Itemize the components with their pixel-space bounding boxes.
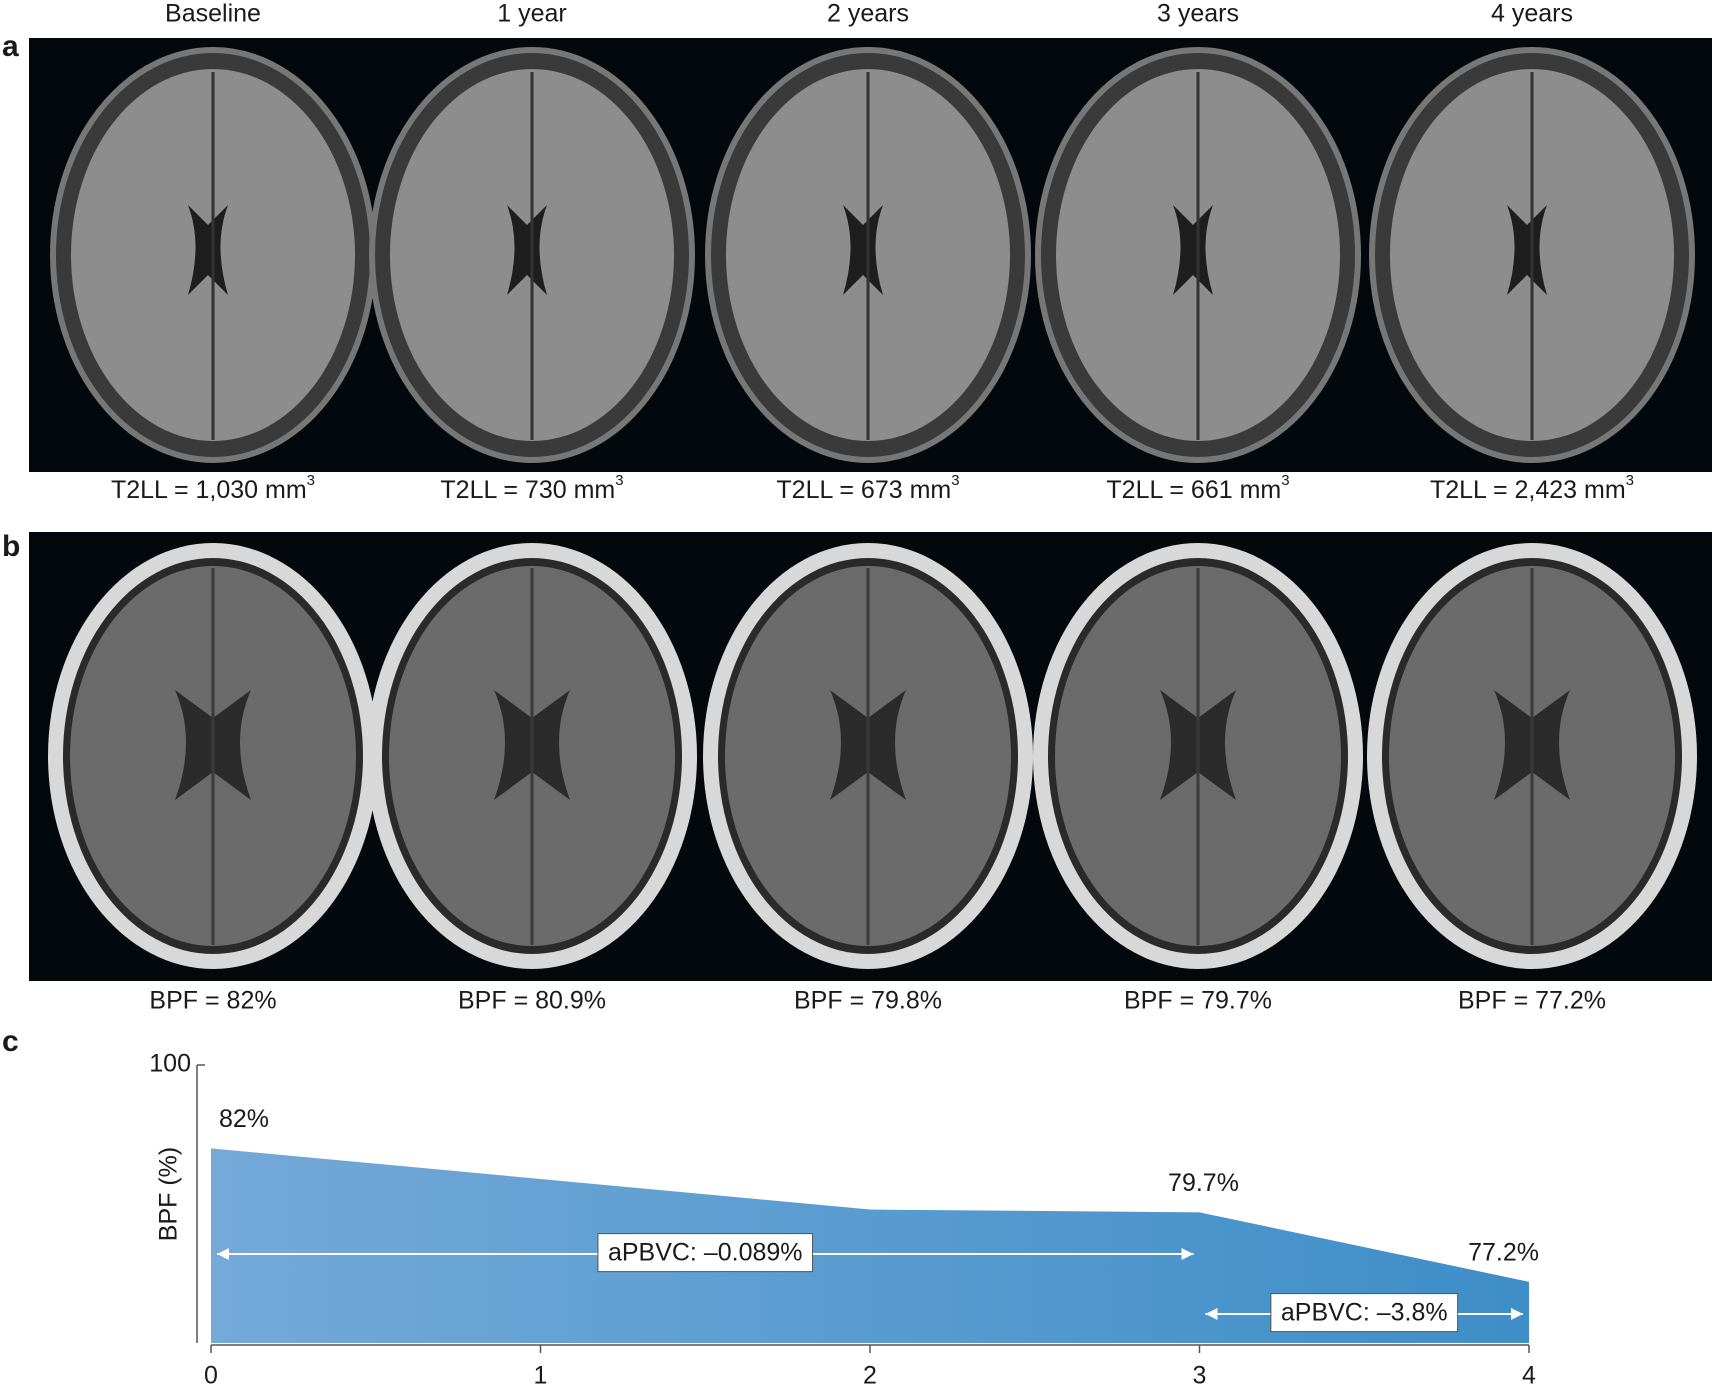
ventricle xyxy=(188,205,228,295)
y-tick-label: 100 xyxy=(149,1050,191,1078)
annotation-box xyxy=(597,1233,814,1273)
data-label: 82% xyxy=(219,1105,269,1133)
panel-label: b xyxy=(2,530,20,563)
x-tick-label: 2 xyxy=(863,1362,877,1390)
column-header: Baseline xyxy=(165,0,261,28)
ventricle xyxy=(1507,205,1547,295)
t2ll-text: T2LL = 673 mm xyxy=(776,476,951,504)
bpf-caption: BPF = 79.7% xyxy=(1124,987,1272,1015)
bpf-caption: BPF = 79.8% xyxy=(794,987,942,1015)
annotation-label: aPBVC: –3.8% xyxy=(1281,1299,1448,1327)
t2ll-superscript: 3 xyxy=(951,472,959,489)
x-tick-label: 4 xyxy=(1522,1362,1536,1390)
data-label: 77.2% xyxy=(1468,1238,1539,1266)
x-tick-label: 1 xyxy=(534,1362,548,1390)
bpf-caption: BPF = 80.9% xyxy=(458,987,606,1015)
t2ll-caption: T2LL = 730 mm3 xyxy=(440,472,623,504)
column-header: 3 years xyxy=(1157,0,1239,28)
t2ll-superscript: 3 xyxy=(1626,472,1634,489)
bpf-caption: BPF = 77.2% xyxy=(1458,987,1606,1015)
t2ll-text: T2LL = 730 mm xyxy=(440,476,615,504)
bpf-caption: BPF = 82% xyxy=(149,987,276,1015)
t2ll-text: T2LL = 661 mm xyxy=(1106,476,1281,504)
t2ll-caption: T2LL = 661 mm3 xyxy=(1106,472,1289,504)
ventricle xyxy=(507,205,547,295)
column-header: 1 year xyxy=(497,0,566,28)
column-header: 2 years xyxy=(827,0,909,28)
t2ll-caption: T2LL = 1,030 mm3 xyxy=(111,472,315,504)
annotation-box xyxy=(1270,1293,1459,1333)
column-header: 4 years xyxy=(1491,0,1573,28)
t2ll-caption: T2LL = 673 mm3 xyxy=(776,472,959,504)
t2ll-superscript: 3 xyxy=(307,472,315,489)
t2ll-text: T2LL = 2,423 mm xyxy=(1430,476,1626,504)
panel-label: a xyxy=(2,30,19,63)
panel-label: c xyxy=(2,1025,19,1058)
x-tick-label: 0 xyxy=(204,1362,218,1390)
y-axis-label: BPF (%) xyxy=(155,1147,183,1241)
t2ll-caption: T2LL = 2,423 mm3 xyxy=(1430,472,1634,504)
data-label: 79.7% xyxy=(1168,1169,1239,1197)
t2ll-text: T2LL = 1,030 mm xyxy=(111,476,307,504)
ventricle xyxy=(843,205,883,295)
area xyxy=(211,1148,1529,1343)
annotation-label: aPBVC: –0.089% xyxy=(608,1239,803,1267)
t2ll-superscript: 3 xyxy=(615,472,623,489)
t2ll-superscript: 3 xyxy=(1281,472,1289,489)
x-tick-label: 3 xyxy=(1193,1362,1207,1390)
ventricle xyxy=(1173,205,1213,295)
